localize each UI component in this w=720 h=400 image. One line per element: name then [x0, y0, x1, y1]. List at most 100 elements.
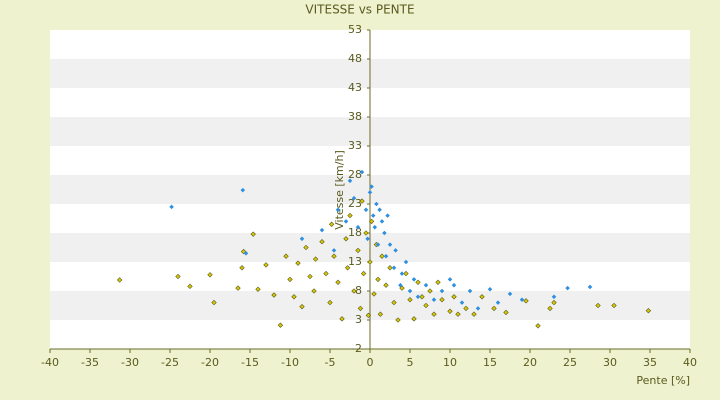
point	[343, 236, 349, 242]
point	[551, 294, 557, 300]
point	[312, 256, 319, 262]
point	[427, 288, 433, 294]
point	[319, 239, 325, 245]
point	[403, 259, 409, 265]
point	[459, 300, 465, 305]
point	[207, 272, 213, 278]
point	[295, 260, 301, 266]
y-tick-label: 28	[348, 168, 362, 181]
x-tick-label: -20	[201, 356, 219, 369]
point	[439, 297, 445, 303]
point	[399, 271, 405, 276]
point	[565, 285, 570, 291]
point	[351, 195, 357, 201]
point	[331, 253, 337, 259]
point	[411, 277, 417, 282]
point	[451, 282, 457, 288]
y-tick-label: 48	[348, 52, 362, 65]
x-axis-label: Pente [%]	[636, 374, 690, 387]
point	[645, 308, 652, 314]
point	[415, 294, 421, 300]
y-tick-label: 38	[348, 110, 362, 123]
point	[415, 279, 421, 285]
point	[447, 277, 453, 282]
point	[439, 288, 445, 294]
point	[398, 282, 403, 288]
point	[403, 270, 409, 277]
y-axis-label: Vitesse [km/h]	[333, 150, 346, 230]
point	[423, 282, 429, 288]
point	[263, 262, 269, 268]
point	[431, 311, 437, 317]
point	[377, 311, 384, 317]
x-tick-label: 35	[643, 356, 657, 369]
point	[407, 288, 413, 294]
x-tick-label: 25	[563, 356, 577, 369]
x-tick-label: -5	[325, 356, 336, 369]
x-tick-label: 30	[603, 356, 617, 369]
y-tick-label: 43	[348, 81, 362, 94]
point	[455, 311, 461, 317]
y-tick-label: 3	[355, 313, 362, 326]
y-tick-label: 8	[355, 284, 362, 297]
point	[375, 276, 381, 283]
point	[475, 306, 481, 311]
point	[347, 212, 353, 219]
point	[391, 265, 397, 271]
point	[311, 288, 317, 294]
point	[551, 299, 557, 306]
point	[239, 265, 245, 271]
point	[355, 247, 361, 254]
point	[393, 248, 398, 253]
x-tick-label: 15	[483, 356, 497, 369]
point	[277, 322, 284, 328]
x-tick-label: 10	[443, 356, 457, 369]
point	[187, 283, 193, 290]
point	[116, 277, 123, 283]
point	[431, 297, 437, 302]
point	[323, 270, 329, 277]
y-tick-label: 53	[348, 23, 362, 36]
point	[211, 299, 217, 306]
point	[291, 294, 297, 300]
point	[487, 286, 493, 292]
point	[335, 279, 341, 285]
point	[379, 253, 385, 259]
point	[368, 218, 375, 225]
point	[383, 253, 389, 259]
point	[250, 231, 256, 237]
point	[357, 305, 364, 312]
point	[255, 286, 261, 292]
y-tick-label: 13	[348, 255, 362, 268]
y-tick-label: 18	[348, 226, 362, 239]
point	[407, 297, 413, 303]
point	[344, 265, 351, 271]
point	[371, 291, 377, 297]
point	[351, 288, 357, 294]
x-tick-label: -40	[41, 356, 59, 369]
x-tick-label: -30	[121, 356, 139, 369]
point	[175, 273, 181, 280]
point	[423, 302, 429, 309]
point	[367, 259, 373, 265]
point	[435, 279, 441, 285]
x-tick-label: 0	[367, 356, 374, 369]
point	[587, 284, 593, 290]
point	[355, 224, 361, 230]
x-tick-label: 5	[407, 356, 414, 369]
point	[339, 316, 345, 322]
point	[395, 317, 401, 323]
point	[471, 311, 477, 317]
x-tick-label: 40	[683, 356, 697, 369]
point	[547, 305, 553, 312]
point	[379, 219, 385, 224]
point	[363, 230, 369, 236]
point	[535, 323, 541, 329]
x-tick-label: -25	[161, 356, 179, 369]
point	[495, 300, 501, 305]
point	[447, 308, 453, 314]
point	[519, 297, 525, 302]
point	[287, 276, 293, 283]
point	[299, 303, 305, 310]
